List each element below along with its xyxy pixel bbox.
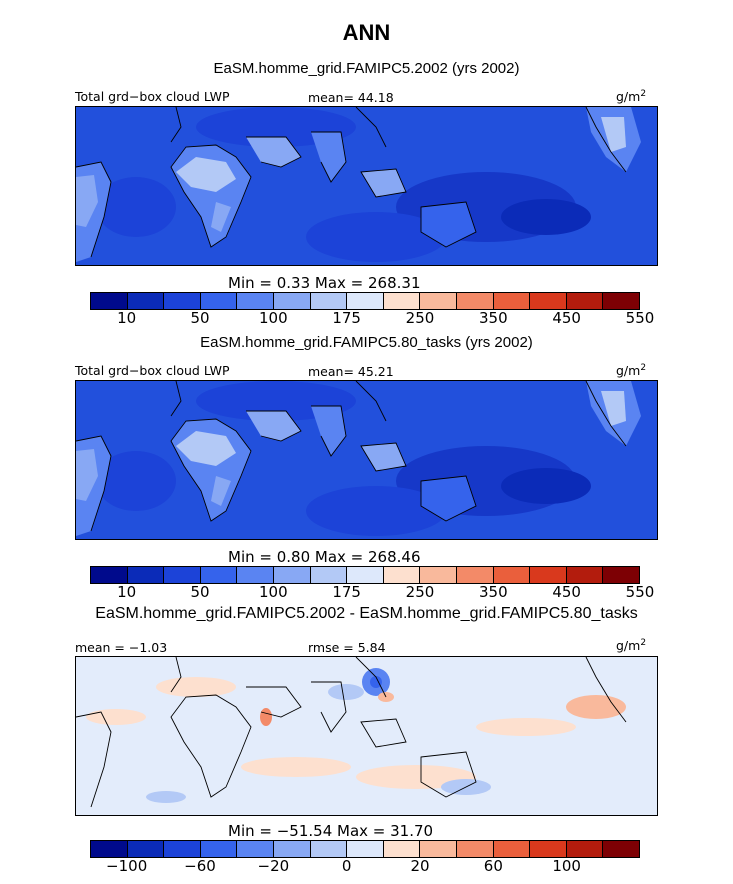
colorbar-tick-label: 50 <box>190 309 210 327</box>
colorbar-swatch <box>310 567 348 583</box>
panel-1-minmax: Min = 0.33 Max = 268.31 <box>228 274 421 292</box>
colorbar-swatch <box>420 841 457 857</box>
colorbar-swatch <box>127 567 165 583</box>
panel-2-minmax: Min = 0.80 Max = 268.46 <box>228 548 421 566</box>
colorbar-swatch <box>383 567 421 583</box>
colorbar-tick-label: 175 <box>332 309 361 327</box>
panel-3-minmax: Min = −51.54 Max = 31.70 <box>228 822 434 840</box>
colorbar-tick-label: 0 <box>341 857 352 875</box>
panel-1-field <box>76 107 657 265</box>
panel-2-colorbar-ticks: 10 50 100 175 250 350 450 550 <box>90 583 654 603</box>
colorbar-tick-label: −100 <box>106 857 148 875</box>
colorbar-swatch <box>530 293 567 309</box>
colorbar-tick-label: 350 <box>479 309 508 327</box>
colorbar-tick-label: 10 <box>117 583 137 601</box>
colorbar-tick-label: 10 <box>117 309 137 327</box>
colorbar-swatch <box>91 293 128 309</box>
panel-2-mean-label: mean= 45.21 <box>308 364 394 379</box>
colorbar-tick-label: 250 <box>405 309 435 327</box>
panel-1-map <box>75 106 658 266</box>
colorbar-swatch <box>603 293 639 309</box>
colorbar-tick-label: 450 <box>552 583 581 601</box>
colorbar-swatch <box>493 293 531 309</box>
colorbar-swatch <box>456 293 494 309</box>
colorbar-swatch <box>566 293 604 309</box>
colorbar-swatch <box>91 567 128 583</box>
panel-1-units: g/m2 <box>616 89 647 105</box>
colorbar-swatch <box>237 567 274 583</box>
colorbar-swatch <box>273 567 311 583</box>
panel-2-map <box>75 380 658 540</box>
panel-1-title: EaSM.homme_grid.FAMIPC5.2002 (yrs 2002) <box>213 60 520 77</box>
colorbar-swatch <box>127 293 165 309</box>
colorbar-swatch <box>200 567 238 583</box>
colorbar-swatch <box>273 293 311 309</box>
colorbar-swatch <box>164 567 201 583</box>
colorbar-swatch <box>310 293 348 309</box>
panel-3-mean-label: mean = −1.03 <box>75 640 168 655</box>
panel-3-units: g/m2 <box>616 638 647 654</box>
colorbar-swatch <box>200 841 238 857</box>
colorbar-swatch <box>493 567 531 583</box>
colorbar-swatch <box>200 293 238 309</box>
panel-1-mean-label: mean= 44.18 <box>308 90 394 105</box>
colorbar-tick-label: 175 <box>332 583 361 601</box>
colorbar-tick-label: 450 <box>552 309 581 327</box>
colorbar-swatch <box>273 841 311 857</box>
panel-3-rmse-label: rmse = 5.84 <box>308 640 386 655</box>
colorbar-swatch <box>347 567 384 583</box>
panel-2-units: g/m2 <box>616 363 647 379</box>
colorbar-tick-label: 100 <box>259 583 288 601</box>
panel-3-title: EaSM.homme_grid.FAMIPC5.2002 - EaSM.homm… <box>95 605 638 622</box>
panel-3-map <box>75 656 658 816</box>
colorbar-swatch <box>456 567 494 583</box>
colorbar-swatch <box>347 293 384 309</box>
colorbar-swatch <box>420 567 457 583</box>
colorbar-tick-label: −20 <box>257 857 290 875</box>
colorbar-tick-label: 250 <box>405 583 435 601</box>
colorbar-swatch <box>566 841 604 857</box>
colorbar-swatch <box>91 841 128 857</box>
colorbar-tick-label: 50 <box>190 583 210 601</box>
colorbar-tick-label: −60 <box>184 857 216 875</box>
panel-2-variable-label: Total grd−box cloud LWP <box>75 363 230 378</box>
panel-1-colorbar-ticks: 10 50 100 175 250 350 450 550 <box>90 309 654 329</box>
panel-1-variable-label: Total grd−box cloud LWP <box>75 89 230 104</box>
colorbar-swatch <box>530 567 567 583</box>
colorbar-swatch <box>420 293 457 309</box>
colorbar-tick-label: 20 <box>410 857 430 875</box>
colorbar-swatch <box>603 567 639 583</box>
colorbar-swatch <box>127 841 165 857</box>
colorbar-swatch <box>456 841 494 857</box>
colorbar-swatch <box>310 841 348 857</box>
colorbar-swatch <box>566 567 604 583</box>
panel-2-field <box>76 381 657 539</box>
colorbar-swatch <box>493 841 531 857</box>
colorbar-swatch <box>383 841 421 857</box>
panel-2-title: EaSM.homme_grid.FAMIPC5.80_tasks (yrs 20… <box>200 334 533 351</box>
colorbar-swatch <box>603 841 639 857</box>
panel-3-field <box>76 657 657 815</box>
colorbar-swatch <box>237 293 274 309</box>
panel-3-colorbar <box>90 840 640 858</box>
colorbar-swatch <box>530 841 567 857</box>
colorbar-tick-label: 100 <box>552 857 581 875</box>
colorbar-tick-label: 100 <box>259 309 288 327</box>
colorbar-swatch <box>383 293 421 309</box>
figure-title: ANN <box>342 20 391 45</box>
colorbar-tick-label: 60 <box>483 857 503 875</box>
colorbar-tick-label: 550 <box>625 583 655 601</box>
colorbar-swatch <box>347 841 384 857</box>
panel-2-colorbar <box>90 566 640 584</box>
colorbar-swatch <box>237 841 274 857</box>
colorbar-tick-label: 550 <box>625 309 655 327</box>
panel-3-colorbar-ticks: −100 −60 −20 0 20 60 100 <box>90 857 640 877</box>
colorbar-tick-label: 350 <box>479 583 508 601</box>
colorbar-swatch <box>164 293 201 309</box>
colorbar-swatch <box>164 841 201 857</box>
panel-1-colorbar <box>90 292 640 310</box>
